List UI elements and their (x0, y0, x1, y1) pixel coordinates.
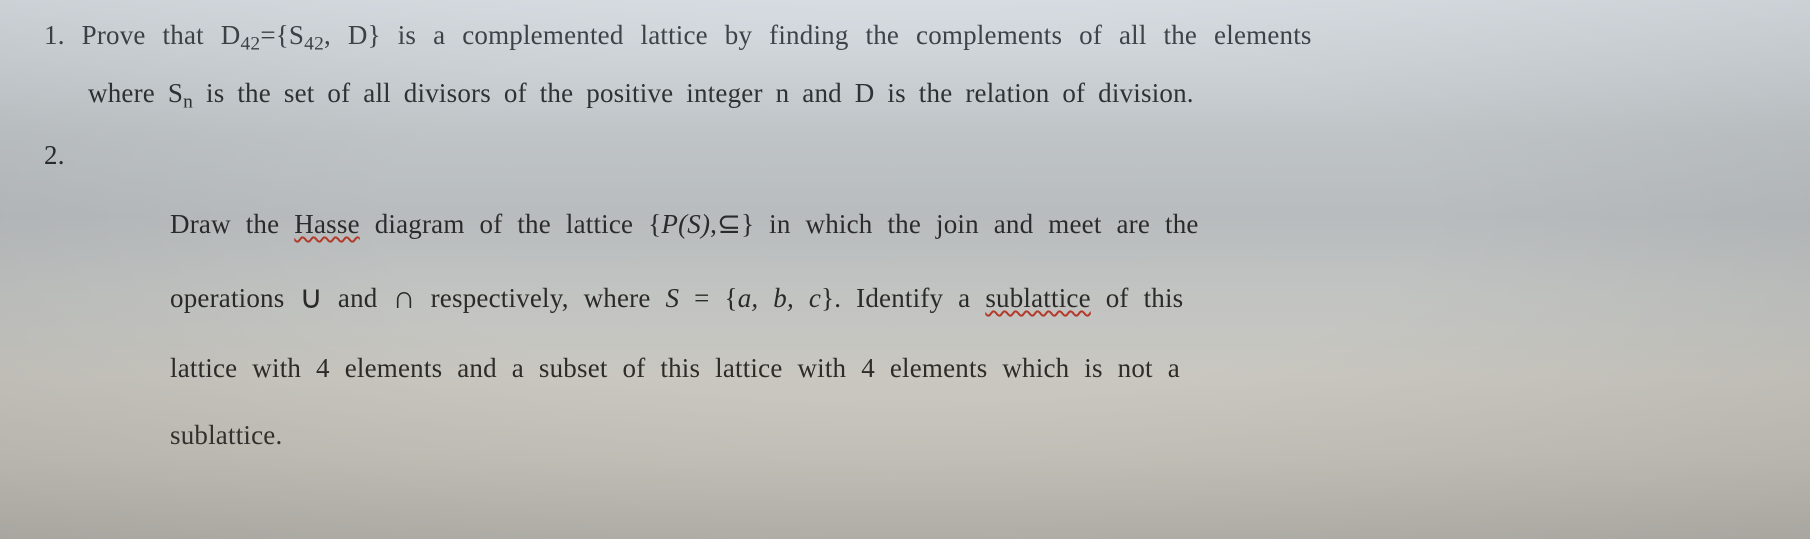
q2-text: operations (170, 283, 299, 313)
q2-text: Draw the (170, 209, 294, 239)
q1-text: , D} is a complemented lattice by findin… (324, 20, 1312, 50)
q2-text: = { (679, 283, 738, 313)
q2-ps-italic: P (661, 209, 678, 239)
q2-text: }. Identify a (821, 283, 985, 313)
q1-sub-42b: 42 (304, 33, 324, 54)
q1-text: where S (88, 78, 183, 108)
q2-line-2: operations ∪ and ∩ respectively, where S… (44, 281, 1776, 313)
q1-line-2: where Sn is the set of all divisors of t… (44, 80, 1776, 112)
q2-body: Draw the Hasse diagram of the lattice {P… (44, 211, 1776, 449)
document-page: 1. Prove that D42={S42, D} is a compleme… (0, 0, 1810, 449)
q2-s-italic: S (666, 283, 680, 313)
intersection-symbol: ∩ (392, 282, 415, 314)
q2-line-3: lattice with 4 elements and a subset of … (44, 355, 1776, 382)
hasse-word: Hasse (294, 209, 359, 239)
union-symbol: ∪ (299, 282, 323, 314)
q2-text: of this (1091, 283, 1184, 313)
subseteq-symbol: ⊆ (717, 209, 741, 240)
q2-text: respectively, where (416, 283, 666, 313)
q1-text: Prove that D (82, 20, 241, 50)
q1-sub-42a: 42 (241, 33, 261, 54)
q2-text: } in which the join and meet are the (741, 209, 1199, 239)
q2-line-4: sublattice. (44, 422, 1776, 449)
q1-text: ={S (260, 20, 304, 50)
q2-abc-italic: a, b, c (738, 283, 821, 313)
q2-ps2-italic: (S) (678, 209, 710, 239)
q1-text: is the set of all divisors of the positi… (193, 78, 1194, 108)
q2-number: 2. (44, 142, 1776, 169)
q1-sub-n: n (183, 91, 193, 112)
q2-line-1: Draw the Hasse diagram of the lattice {P… (44, 211, 1776, 239)
q2-text: diagram of the lattice { (360, 209, 662, 239)
q1-number: 1. (44, 20, 65, 50)
q2-text: and (323, 283, 392, 313)
q1-line-1: 1. Prove that D42={S42, D} is a compleme… (44, 22, 1776, 54)
sublattice-word: sublattice (985, 283, 1090, 313)
